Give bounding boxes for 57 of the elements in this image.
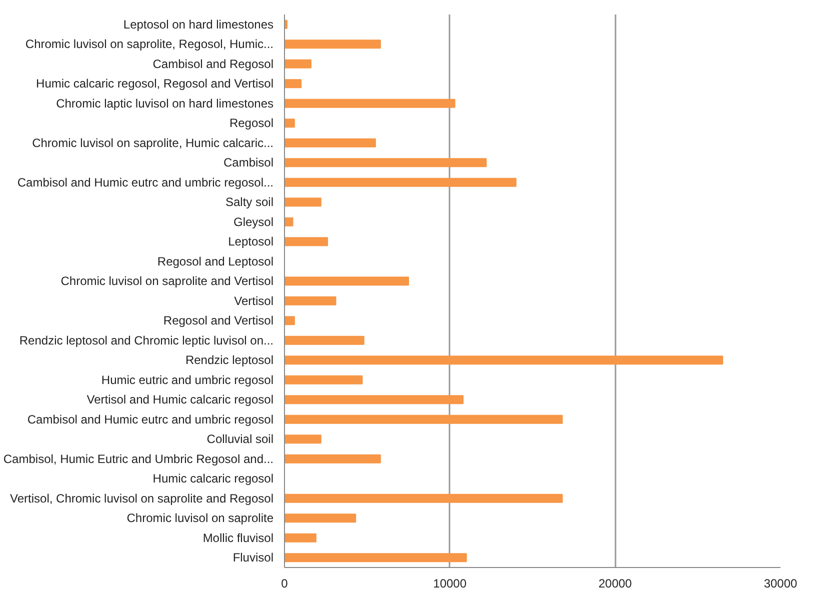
y-tick-label: Cambisol and Humic eutrc and umbric regosol...	[17, 175, 274, 190]
bar	[284, 553, 467, 562]
y-tick-label: Vertisol and Humic calcaric regosol	[86, 392, 274, 407]
y-tick-label: Humic eutric and umbric regosol	[101, 372, 274, 387]
y-tick-label: Gleysol	[233, 214, 274, 229]
y-tick-label: Leptosol on hard limestones	[123, 17, 274, 32]
x-tick-label: 20000	[598, 576, 632, 590]
y-tick-label: Vertisol	[234, 294, 274, 308]
bar	[284, 454, 381, 464]
y-tick-label: Salty soil	[225, 195, 274, 210]
bar	[284, 514, 356, 523]
y-tick-label: Colluvial soil	[206, 432, 274, 446]
bar	[284, 98, 456, 108]
y-tick-label: Regosol	[229, 116, 274, 130]
y-tick-label: Chromic luvisol on saprolite and Vertisol	[60, 274, 274, 288]
y-tick-label: Humic calcaric regosol, Regosol and Vertisol	[36, 76, 274, 91]
bar	[284, 414, 563, 424]
x-tick-label: 0	[281, 576, 288, 590]
bar	[284, 198, 322, 207]
y-tick-label: Fluvisol	[232, 550, 274, 565]
y-tick-label: Rendzic leptosol	[185, 353, 274, 368]
bar	[284, 217, 294, 226]
y-tick-label: Chromic luvisol on saprolite, Humic calcaric...	[32, 136, 274, 150]
bar	[284, 336, 364, 345]
bar	[284, 40, 381, 49]
y-tick-label: Vertisol, Chromic luvisol on saprolite and Regosol	[10, 491, 274, 506]
y-tick-label: Regosol and Vertisol	[163, 314, 274, 328]
bar	[284, 316, 295, 326]
bar	[284, 237, 328, 246]
bar	[284, 434, 322, 444]
bar	[284, 395, 464, 404]
bar	[284, 533, 316, 542]
y-tick-label: Cambisol and Humic eutrc and umbric regosol	[27, 412, 274, 426]
y-tick-label: Rendzic leptosol and Chromic leptic luvisol on...	[19, 333, 274, 348]
bar	[284, 375, 363, 384]
bar	[284, 178, 516, 187]
bar	[284, 118, 295, 128]
bar	[284, 59, 312, 68]
bar	[284, 138, 376, 148]
y-tick-label: Leptosol	[228, 234, 274, 249]
y-tick-label: Chromic luvisol on saprolite	[126, 511, 274, 526]
y-tick-label: Cambisol and Regosol	[152, 56, 274, 71]
bar	[284, 356, 724, 365]
bar	[284, 494, 563, 503]
y-tick-label: Mollic fluvisol	[202, 530, 274, 545]
bar	[284, 158, 487, 168]
bar	[284, 276, 409, 286]
y-tick-label: Cambisol, Humic Eutric and Umbric Regosol and...	[3, 452, 274, 466]
bar	[284, 296, 336, 306]
y-tick-label: Regosol and Leptosol	[157, 254, 274, 268]
bar	[284, 79, 302, 88]
y-tick-label: Cambisol	[223, 156, 274, 170]
y-tick-label: Humic calcaric regosol	[152, 472, 274, 486]
y-tick-label: Chromic luvisol on saprolite, Regosol, Humic...	[25, 37, 274, 52]
y-tick-label: Chromic laptic luvisol on hard limestones	[56, 96, 274, 110]
x-tick-label: 10000	[433, 576, 467, 590]
x-tick-label: 30000	[764, 576, 798, 590]
